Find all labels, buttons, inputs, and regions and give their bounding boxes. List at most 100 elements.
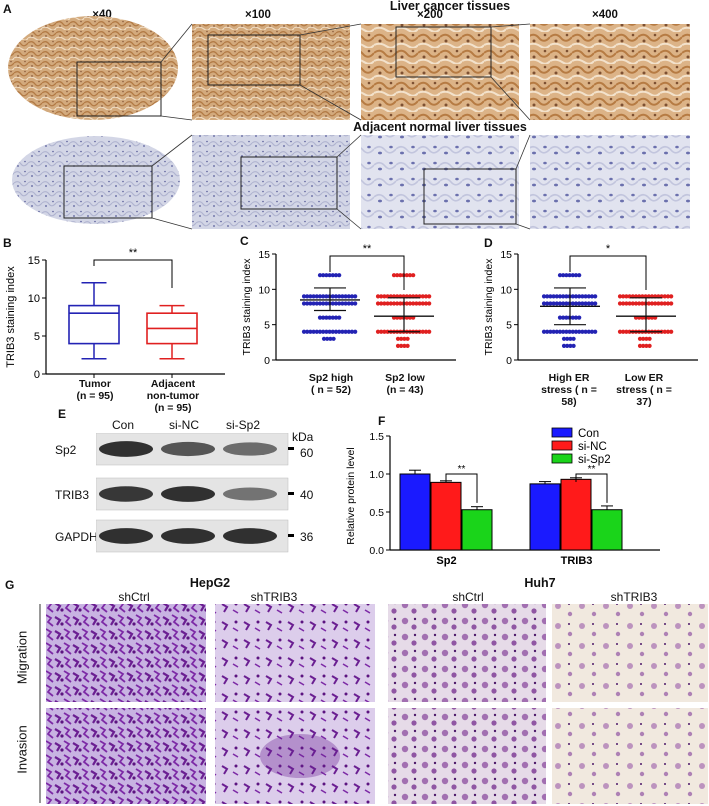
data-point (568, 343, 573, 348)
data-point (346, 301, 351, 306)
panel-g-images (39, 604, 708, 804)
panel-e-western-blot (96, 433, 294, 553)
data-point (545, 329, 550, 334)
data-point (411, 273, 416, 278)
data-point (564, 294, 569, 299)
data-point (353, 301, 358, 306)
blot-band (223, 487, 277, 501)
tumor-x400-image (530, 24, 690, 120)
b-cat1-name: Tumor (n = 95) (76, 378, 114, 402)
data-point (637, 336, 643, 341)
data-point (554, 294, 559, 299)
g-hepg2-shtrib3: shTRIB3 (250, 590, 298, 604)
data-point (567, 329, 572, 334)
hepg2-shctrl-migration-image (46, 604, 206, 702)
data-point (343, 329, 348, 334)
data-point (343, 301, 348, 306)
data-point (586, 329, 591, 334)
data-point (573, 294, 579, 299)
data-point (617, 329, 623, 334)
data-point (637, 301, 642, 306)
y-tick-label: 5 (264, 320, 270, 332)
data-point (621, 294, 626, 299)
data-point (305, 301, 310, 306)
blot-band (223, 528, 277, 544)
data-point (407, 273, 413, 278)
panel-label-g: G (5, 578, 15, 592)
data-point (388, 301, 393, 306)
data-point (314, 301, 319, 306)
data-point (333, 301, 339, 306)
huh7-shctrl-migration-image (388, 604, 546, 702)
normal-x200-image (361, 135, 519, 229)
data-point (340, 329, 345, 334)
data-point (577, 273, 582, 278)
normal-x400-image (530, 135, 690, 229)
data-point (331, 336, 336, 341)
data-point (420, 301, 425, 306)
d-group2-name: Low ER stress ( n = 37) (616, 372, 672, 408)
data-point (301, 294, 307, 299)
significance-bracket (93, 259, 173, 288)
data-point (583, 294, 588, 299)
g-hepg2-shctrl: shCtrl (118, 590, 150, 604)
data-point (349, 301, 355, 306)
panel-label-c: C (240, 234, 249, 248)
data-point (662, 329, 667, 334)
hepg2-shtrib3-invasion-image (215, 708, 375, 804)
marker-dash (288, 447, 294, 450)
data-point (311, 329, 316, 334)
data-point (586, 301, 591, 306)
data-point (333, 294, 339, 299)
data-point (545, 294, 550, 299)
data-point (621, 301, 626, 306)
data-point (570, 301, 575, 306)
data-point (379, 329, 384, 334)
blot-band (161, 486, 215, 502)
data-point (321, 336, 327, 341)
blot-label-trib3: TRIB3 (55, 488, 90, 502)
data-point (573, 301, 579, 306)
data-point (561, 336, 567, 341)
data-point (427, 329, 432, 334)
panel-label-b: B (3, 236, 12, 250)
data-point (617, 301, 623, 306)
data-point (311, 301, 316, 306)
y-tick-label: 15 (28, 255, 40, 267)
box-0 (68, 304, 120, 345)
blot-band (161, 528, 215, 544)
significance-bracket (329, 255, 405, 290)
data-point (340, 301, 345, 306)
legend-label-Con: Con (578, 428, 599, 440)
data-point (649, 301, 655, 306)
data-point (589, 301, 595, 306)
panel-label-f: F (378, 414, 386, 428)
data-point (665, 294, 671, 299)
data-point (402, 336, 407, 341)
significance-bracket (569, 255, 647, 290)
data-point (554, 301, 559, 306)
data-point (662, 294, 667, 299)
data-point (391, 273, 397, 278)
data-point (571, 336, 576, 341)
data-point (573, 273, 579, 278)
data-point (308, 301, 313, 306)
data-point (375, 329, 381, 334)
data-point (407, 301, 413, 306)
marker-dash (288, 492, 294, 495)
y-tick-label: 0 (34, 369, 40, 381)
data-point (662, 301, 667, 306)
data-point (541, 294, 547, 299)
y-axis-label: TRIB3 staining index (483, 258, 495, 356)
lane-si-sp2: si-Sp2 (226, 418, 261, 432)
data-point (548, 294, 553, 299)
bar-Con-Sp2 (399, 473, 431, 551)
hepg2-shtrib3-migration-image (215, 604, 375, 702)
y-tick-label: 0.5 (369, 507, 384, 519)
data-point (665, 329, 671, 334)
data-point (340, 294, 345, 299)
data-point (324, 294, 329, 299)
y-axis-label: TRIB3 staining index (241, 258, 253, 356)
row1-title: Liver cancer tissues (389, 0, 511, 13)
y-tick-label: 0.0 (369, 545, 384, 557)
